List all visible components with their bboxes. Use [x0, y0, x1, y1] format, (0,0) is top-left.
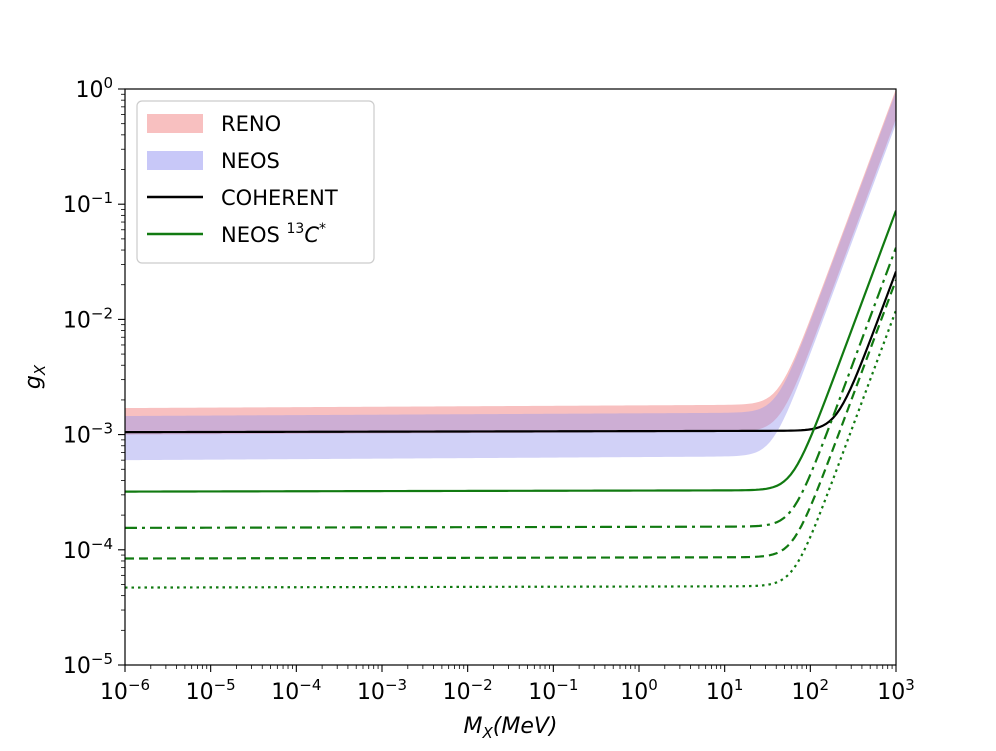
x-tick-label: 10−5 — [186, 676, 236, 705]
x-tick-label: 103 — [877, 676, 915, 705]
band-neos — [125, 91, 896, 461]
x-axis-label: MX(MeV) — [464, 714, 558, 742]
x-tick-label: 10−2 — [443, 676, 493, 705]
series-line-2 — [125, 247, 896, 529]
legend-label: RENO — [221, 112, 281, 136]
x-tick-label: 10−6 — [100, 676, 150, 705]
x-tick-label: 10−4 — [271, 676, 321, 705]
y-tick-label: 10−5 — [63, 650, 113, 679]
x-tick-label: 101 — [706, 676, 744, 705]
series-line-1 — [125, 210, 896, 493]
x-tick-label: 10−1 — [528, 676, 578, 705]
series-line-4 — [125, 309, 896, 589]
series-line-0 — [125, 271, 896, 434]
legend-label: NEOS — [221, 149, 280, 173]
plot-frame — [124, 88, 897, 666]
legend-swatch — [147, 151, 203, 170]
y-tick-label: 10−4 — [63, 535, 113, 564]
legend-label: COHERENT — [221, 186, 338, 210]
x-tick-label: 10−3 — [357, 676, 407, 705]
x-tick-label: 102 — [792, 676, 830, 705]
y-tick-label: 100 — [75, 74, 113, 103]
series-line-3 — [125, 279, 896, 560]
y-axis-label: gX — [21, 364, 49, 389]
legend-label: NEOS 13C* — [221, 221, 326, 247]
y-tick-label: 10−2 — [63, 304, 113, 333]
legend-swatch — [147, 114, 203, 133]
x-tick-label: 100 — [620, 676, 658, 705]
y-tick-label: 10−3 — [63, 420, 113, 449]
legend-box — [136, 100, 375, 264]
plot-area — [125, 89, 896, 589]
y-tick-label: 10−1 — [63, 189, 113, 218]
